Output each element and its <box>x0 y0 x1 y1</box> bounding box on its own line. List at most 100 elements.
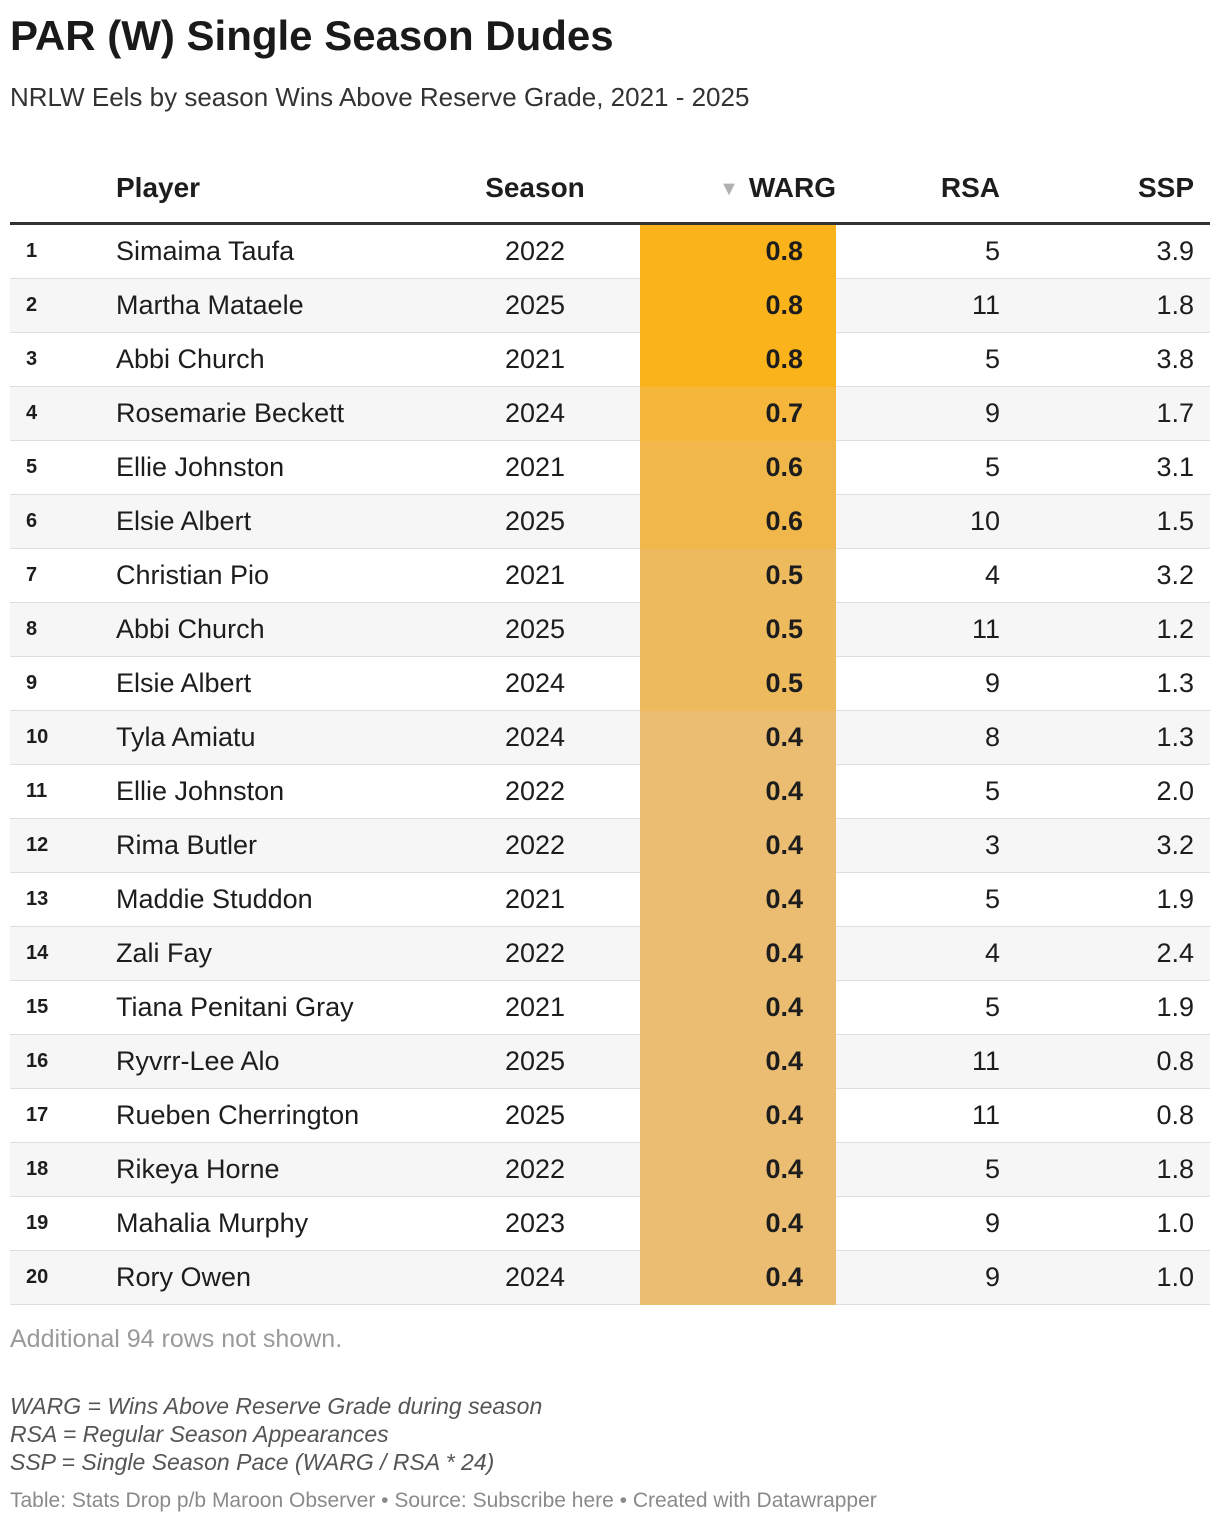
rsa-cell: 5 <box>984 776 1000 806</box>
table-row: 4 Rosemarie Beckett 2024 0.7 9 1.7 <box>10 387 1210 441</box>
player-cell: Rima Butler <box>116 830 258 860</box>
rsa-cell: 5 <box>984 236 1000 266</box>
table-row: 3 Abbi Church 2021 0.8 5 3.8 <box>10 333 1210 387</box>
player-cell: Abbi Church <box>116 344 265 374</box>
player-cell: Elsie Albert <box>116 668 252 698</box>
rsa-cell: 9 <box>984 398 1000 428</box>
player-cell: Ellie Johnston <box>116 776 285 806</box>
warg-value: 0.6 <box>765 452 803 482</box>
rank-cell: 9 <box>26 672 38 694</box>
player-cell: Abbi Church <box>116 614 265 644</box>
table-row: 9 Elsie Albert 2024 0.5 9 1.3 <box>10 657 1210 711</box>
rank-cell: 18 <box>26 1158 49 1180</box>
warg-value: 0.8 <box>765 236 803 266</box>
season-cell: 2025 <box>504 506 566 536</box>
data-table: Player Season ▼ WARG RSA SSP 1 Simaima Tau… <box>10 160 1210 1305</box>
warg-value: 0.4 <box>765 1046 803 1076</box>
season-cell: 2021 <box>504 884 566 914</box>
warg-value: 0.4 <box>765 776 803 806</box>
warg-cell: 0.4 <box>640 1197 836 1251</box>
ssp-cell: 1.2 <box>1156 614 1194 644</box>
season-cell: 2022 <box>504 1154 566 1184</box>
season-cell: 2022 <box>504 236 566 266</box>
rows-not-shown-note: Additional 94 rows not shown. <box>10 1325 343 1353</box>
rank-cell: 16 <box>26 1050 49 1072</box>
player-cell: Simaima Taufa <box>116 236 295 266</box>
rank-cell: 20 <box>26 1266 49 1288</box>
warg-cell: 0.4 <box>640 1089 836 1143</box>
rank-cell: 6 <box>26 510 38 532</box>
warg-value: 0.5 <box>765 668 803 698</box>
table-row: 16 Ryvrr-Lee Alo 2025 0.4 11 0.8 <box>10 1035 1210 1089</box>
ssp-cell: 2.4 <box>1156 938 1194 968</box>
warg-cell: 0.4 <box>640 1143 836 1197</box>
rsa-cell: 5 <box>984 992 1000 1022</box>
sort-descending-icon: ▼ <box>719 178 739 200</box>
table-row: 12 Rima Butler 2022 0.4 3 3.2 <box>10 819 1210 873</box>
rsa-cell: 5 <box>984 884 1000 914</box>
season-cell: 2021 <box>504 560 566 590</box>
table-row: 20 Rory Owen 2024 0.4 9 1.0 <box>10 1251 1210 1305</box>
warg-value: 0.4 <box>765 1262 803 1292</box>
ssp-cell: 3.2 <box>1156 560 1194 590</box>
player-cell: Rueben Cherrington <box>116 1100 360 1130</box>
player-cell: Tyla Amiatu <box>116 722 256 752</box>
warg-cell: 0.4 <box>640 1035 836 1089</box>
rank-cell: 14 <box>26 942 49 964</box>
warg-value: 0.8 <box>765 290 803 320</box>
rsa-cell: 5 <box>984 452 1000 482</box>
ssp-cell: 1.7 <box>1156 398 1194 428</box>
rsa-cell: 4 <box>984 560 1000 590</box>
ssp-cell: 3.9 <box>1156 236 1194 266</box>
player-cell: Martha Mataele <box>116 290 304 320</box>
warg-cell: 0.4 <box>640 1251 836 1305</box>
player-cell: Rory Owen <box>116 1262 252 1292</box>
player-cell: Ellie Johnston <box>116 452 285 482</box>
table-row: 11 Ellie Johnston 2022 0.4 5 2.0 <box>10 765 1210 819</box>
rank-cell: 4 <box>26 402 38 424</box>
rsa-cell: 5 <box>984 344 1000 374</box>
column-header-ssp[interactable]: SSP <box>1137 172 1194 203</box>
player-cell: Tiana Penitani Gray <box>116 992 354 1022</box>
rank-cell: 15 <box>26 996 49 1018</box>
table-row: 10 Tyla Amiatu 2024 0.4 8 1.3 <box>10 711 1210 765</box>
note-rsa: RSA = Regular Season Appearances <box>10 1421 389 1447</box>
warg-cell: 0.5 <box>640 549 836 603</box>
column-header-player[interactable]: Player <box>116 172 201 203</box>
column-header-season[interactable]: Season <box>485 172 585 203</box>
warg-value: 0.4 <box>765 1154 803 1184</box>
warg-cell: 0.4 <box>640 765 836 819</box>
season-cell: 2025 <box>504 1100 566 1130</box>
ssp-cell: 1.8 <box>1156 290 1194 320</box>
rsa-cell: 8 <box>984 722 1000 752</box>
rank-cell: 5 <box>26 456 38 478</box>
season-cell: 2022 <box>504 830 566 860</box>
ssp-cell: 3.1 <box>1156 452 1194 482</box>
notes-block: WARG = Wins Above Reserve Grade during s… <box>10 1392 542 1476</box>
season-cell: 2025 <box>504 290 566 320</box>
warg-value: 0.4 <box>765 722 803 752</box>
column-header-rsa[interactable]: RSA <box>940 172 1000 203</box>
column-header-warg[interactable]: ▼ WARG <box>640 168 836 209</box>
warg-value: 0.4 <box>765 1208 803 1238</box>
season-cell: 2024 <box>504 1262 566 1292</box>
season-cell: 2024 <box>504 398 566 428</box>
chart-title: PAR (W) Single Season Dudes <box>10 12 614 59</box>
note-warg: WARG = Wins Above Reserve Grade during s… <box>10 1393 543 1419</box>
season-cell: 2021 <box>504 992 566 1022</box>
rsa-cell: 11 <box>971 290 1000 320</box>
season-cell: 2022 <box>504 938 566 968</box>
note-ssp: SSP = Single Season Pace (WARG / RSA * 2… <box>10 1449 495 1475</box>
source-footer: Table: Stats Drop p/b Maroon Observer • … <box>10 1489 877 1512</box>
ssp-cell: 3.2 <box>1156 830 1194 860</box>
rsa-cell: 11 <box>971 1046 1000 1076</box>
player-cell: Christian Pio <box>116 560 270 590</box>
rank-cell: 7 <box>26 564 38 586</box>
table-row: 6 Elsie Albert 2025 0.6 10 1.5 <box>10 495 1210 549</box>
warg-value: 0.5 <box>765 560 803 590</box>
warg-value: 0.4 <box>765 992 803 1022</box>
season-cell: 2025 <box>504 1046 566 1076</box>
rank-cell: 19 <box>26 1212 49 1234</box>
rsa-cell: 5 <box>984 1154 1000 1184</box>
ssp-cell: 1.5 <box>1156 506 1194 536</box>
